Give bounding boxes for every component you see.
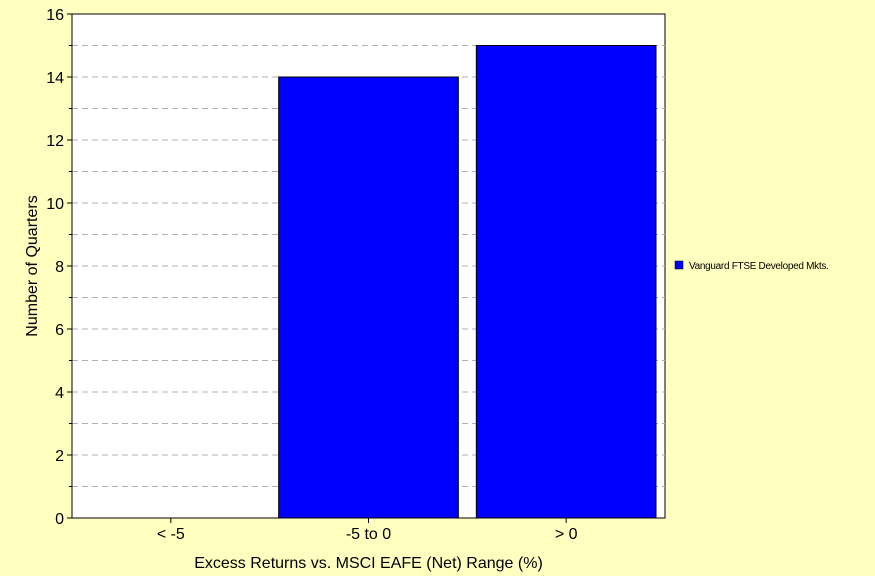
y-axis-title: Number of Quarters (24, 195, 41, 336)
axes: 0 2 4 6 8 10 12 14 16 < -5 -5 to 0 > 0 (46, 7, 665, 543)
legend: Vanguard FTSE Developed Mkts. (674, 260, 829, 272)
y-tick-label: 14 (46, 70, 64, 87)
y-tick-label: 10 (46, 196, 64, 213)
y-tick-label: 6 (55, 322, 64, 339)
x-tick-label: -5 to 0 (346, 526, 391, 543)
legend-label: Vanguard FTSE Developed Mkts. (689, 261, 829, 272)
bar (475, 45, 657, 519)
y-tick-label: 8 (55, 259, 64, 276)
x-tick-label: < -5 (157, 526, 185, 543)
y-tick-label: 2 (55, 448, 64, 465)
x-axis-title: Excess Returns vs. MSCI EAFE (Net) Range… (194, 555, 543, 572)
y-tick-label: 16 (46, 7, 64, 24)
x-tick-label: > 0 (555, 526, 578, 543)
y-tick-label: 0 (55, 511, 64, 528)
y-tick-label: 4 (55, 385, 64, 402)
bars (278, 45, 657, 519)
y-tick-label: 12 (46, 133, 64, 150)
bar (278, 76, 459, 519)
legend-swatch (674, 260, 684, 270)
